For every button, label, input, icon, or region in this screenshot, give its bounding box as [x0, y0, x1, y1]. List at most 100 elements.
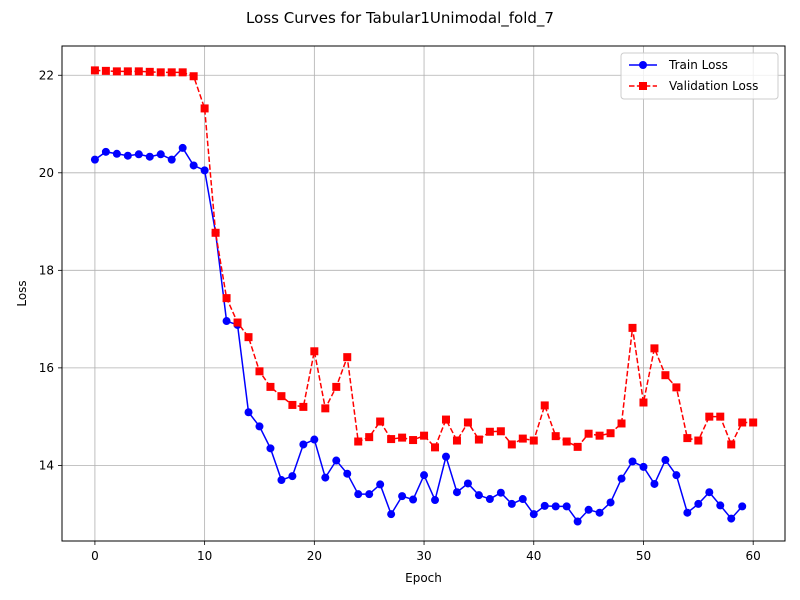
train-loss-point: [178, 143, 187, 152]
plot-area-frame: [61, 45, 786, 542]
legend-box: [620, 52, 779, 100]
validation-loss-point: [727, 440, 736, 449]
validation-loss-point: [431, 443, 440, 452]
validation-loss-point: [485, 427, 494, 436]
train-loss-point: [277, 476, 286, 485]
validation-loss-point: [650, 344, 659, 353]
validation-loss-point: [123, 67, 132, 76]
train-loss-point: [617, 474, 626, 483]
validation-loss-point: [518, 434, 527, 443]
train-loss-point: [639, 462, 648, 471]
validation-loss-point: [716, 412, 725, 421]
validation-loss-point: [507, 440, 516, 449]
train-loss-point: [496, 488, 505, 497]
train-loss-point: [299, 440, 308, 449]
y-tick-label: 18: [39, 263, 54, 277]
validation-loss-point: [387, 435, 396, 444]
train-loss-point: [606, 498, 615, 507]
train-loss-point: [705, 488, 714, 497]
validation-loss-point: [441, 415, 450, 424]
train-loss-point: [266, 444, 275, 453]
validation-loss-point: [628, 323, 637, 332]
train-loss-point: [584, 505, 593, 514]
train-loss-point: [474, 491, 483, 500]
validation-loss-point: [321, 404, 330, 413]
validation-loss-point: [233, 318, 242, 327]
train-loss-point: [398, 492, 407, 501]
train-loss-point: [562, 502, 571, 511]
train-loss-point: [727, 514, 736, 523]
validation-loss-point: [496, 427, 505, 436]
validation-loss-point: [189, 72, 198, 81]
validation-loss-point: [672, 383, 681, 392]
validation-loss-point: [200, 104, 209, 113]
train-loss-point: [650, 479, 659, 488]
train-loss-point: [101, 147, 110, 156]
train-loss-point: [123, 151, 132, 160]
train-loss-point: [441, 452, 450, 461]
validation-loss-point: [365, 433, 374, 442]
y-axis-label: Loss: [15, 280, 29, 306]
train-loss-point: [145, 152, 154, 161]
validation-loss-point: [595, 431, 604, 440]
legend-train-loss-label: Train Loss: [668, 58, 728, 72]
train-loss-point: [540, 501, 549, 510]
validation-loss-point: [551, 432, 560, 441]
train-loss-point: [628, 457, 637, 466]
train-loss-point: [518, 495, 527, 504]
validation-loss-point: [101, 66, 110, 75]
x-tick-label: 40: [526, 549, 541, 563]
validation-loss-point: [343, 353, 352, 362]
validation-loss-point: [244, 333, 253, 342]
validation-loss-point: [255, 367, 264, 376]
validation-loss-point: [90, 66, 99, 75]
validation-loss-point: [420, 431, 429, 440]
validation-loss-point: [288, 400, 297, 409]
train-loss-point: [694, 499, 703, 508]
train-loss-point: [354, 490, 363, 499]
train-loss-point: [134, 150, 143, 159]
validation-loss-point: [463, 418, 472, 427]
train-loss-point: [661, 456, 670, 465]
train-loss-point: [365, 490, 374, 499]
validation-loss-point: [683, 434, 692, 443]
train-loss-point: [452, 488, 461, 497]
train-loss-point: [376, 480, 385, 489]
train-loss-point: [244, 408, 253, 417]
train-loss-point: [551, 502, 560, 511]
x-tick-label: 50: [636, 549, 651, 563]
validation-loss-point: [409, 436, 418, 445]
validation-loss-point: [617, 419, 626, 428]
validation-loss-point: [156, 68, 165, 77]
x-tick-label: 10: [197, 549, 212, 563]
validation-loss-point: [584, 429, 593, 438]
validation-loss-series: [90, 66, 758, 452]
legend-validation-loss-label: Validation Loss: [669, 79, 758, 93]
x-tick-label: 0: [91, 549, 99, 563]
validation-loss-point: [749, 418, 758, 427]
validation-loss-point: [167, 68, 176, 77]
validation-loss-point: [134, 67, 143, 76]
plot-series: [90, 66, 758, 526]
legend-train-loss-marker: [639, 61, 647, 69]
validation-loss-point: [222, 294, 231, 303]
train-loss-point: [387, 510, 396, 519]
train-loss-point: [112, 149, 121, 158]
train-loss-point: [332, 456, 341, 465]
train-loss-point: [288, 472, 297, 481]
validation-loss-point: [738, 418, 747, 427]
validation-loss-point: [573, 442, 582, 451]
validation-loss-point: [562, 437, 571, 446]
train-loss-point: [167, 155, 176, 164]
legend: Train Loss Validation Loss: [620, 52, 779, 100]
validation-loss-point: [299, 402, 308, 411]
train-loss-point: [485, 495, 494, 504]
train-loss-point: [343, 469, 352, 478]
train-loss-point: [573, 517, 582, 526]
train-loss-point: [431, 496, 440, 505]
train-loss-point: [420, 471, 429, 480]
validation-loss-point: [178, 68, 187, 77]
axis-ticks: 0 10 20 30 40 50 60 14 16 18 20 22: [39, 68, 761, 563]
validation-loss-point: [266, 382, 275, 391]
